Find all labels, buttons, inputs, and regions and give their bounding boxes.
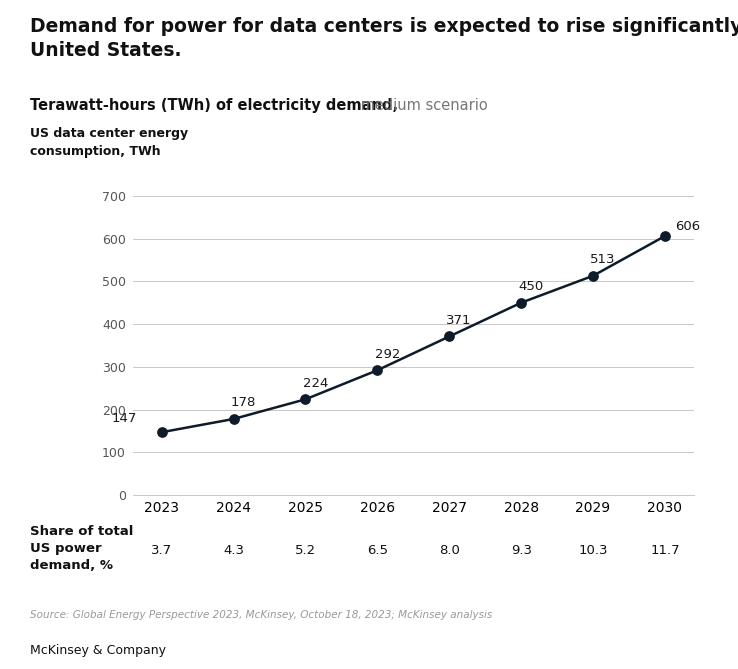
Text: 10.3: 10.3 — [579, 544, 608, 557]
Text: 224: 224 — [303, 377, 328, 389]
Text: 450: 450 — [518, 280, 544, 293]
Text: Source: Global Energy Perspective 2023, McKinsey, October 18, 2023; McKinsey ana: Source: Global Energy Perspective 2023, … — [30, 610, 492, 620]
Text: 8.0: 8.0 — [439, 544, 460, 557]
Point — [227, 413, 239, 424]
Point — [515, 297, 527, 308]
Point — [156, 427, 168, 438]
Text: US data center energy
consumption, TWh: US data center energy consumption, TWh — [30, 127, 187, 158]
Text: 371: 371 — [446, 314, 472, 326]
Text: 3.7: 3.7 — [151, 544, 172, 557]
Text: 513: 513 — [590, 253, 615, 266]
Point — [659, 231, 671, 242]
Point — [300, 394, 311, 405]
Text: 147: 147 — [111, 412, 137, 425]
Point — [371, 365, 383, 375]
Text: medium scenario: medium scenario — [356, 98, 488, 113]
Text: 4.3: 4.3 — [223, 544, 244, 557]
Text: Terawatt-hours (TWh) of electricity demand,: Terawatt-hours (TWh) of electricity dema… — [30, 98, 398, 113]
Text: 6.5: 6.5 — [367, 544, 388, 557]
Text: 606: 606 — [675, 220, 700, 233]
Point — [444, 331, 455, 342]
Text: Share of total
US power
demand, %: Share of total US power demand, % — [30, 525, 133, 572]
Text: 292: 292 — [375, 347, 400, 361]
Text: 9.3: 9.3 — [511, 544, 531, 557]
Text: Demand for power for data centers is expected to rise significantly in the
Unite: Demand for power for data centers is exp… — [30, 17, 738, 60]
Text: 178: 178 — [231, 396, 256, 409]
Text: 5.2: 5.2 — [295, 544, 316, 557]
Text: McKinsey & Company: McKinsey & Company — [30, 644, 165, 656]
Point — [587, 270, 599, 281]
Text: 11.7: 11.7 — [650, 544, 680, 557]
